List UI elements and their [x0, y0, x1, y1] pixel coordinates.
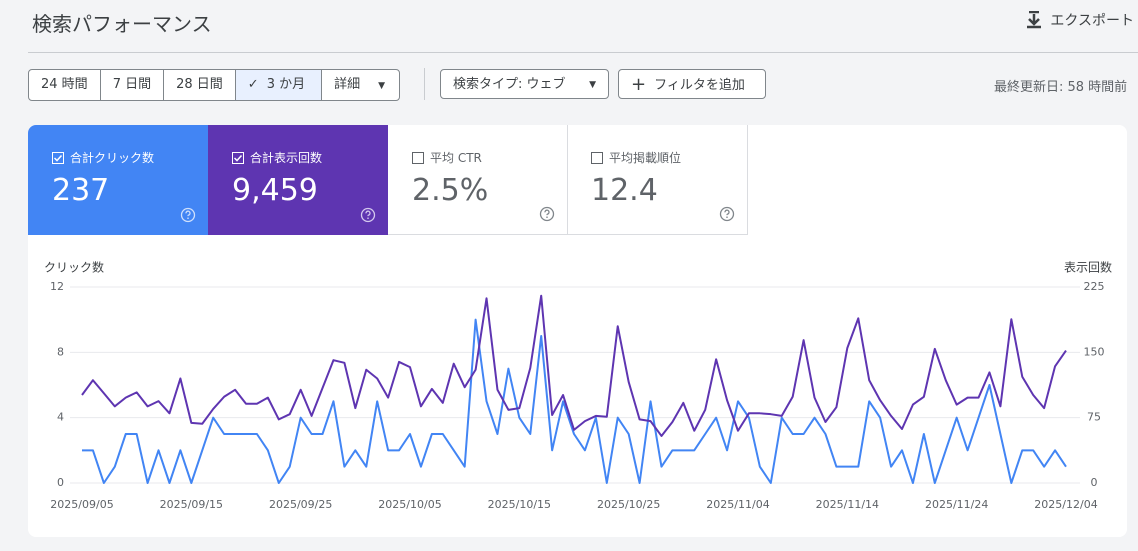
x-tick-label: 2025/10/05	[378, 498, 441, 511]
x-tick-label: 2025/09/25	[269, 498, 332, 511]
metric-value: 237	[52, 173, 110, 208]
range-more[interactable]: 詳細 ▼	[334, 77, 386, 92]
y-tick-label: 0	[57, 476, 64, 489]
series-line	[82, 318, 1067, 484]
y2-tick-label: 150	[1084, 345, 1105, 358]
y2-tick-label: 75	[1087, 411, 1101, 424]
checkbox	[52, 151, 64, 164]
y-axis-title: クリック数	[44, 260, 104, 275]
range-label: 3 か月	[266, 77, 306, 92]
metric-card[interactable]: 合計表示回数 9,459	[208, 125, 388, 235]
divider	[28, 52, 1138, 53]
add-filter-label: フィルタを追加	[654, 78, 745, 93]
range-button[interactable]: 7 日間	[101, 70, 165, 100]
y2-tick-label: 225	[1084, 280, 1105, 293]
metric-label: 平均 CTR	[430, 151, 482, 165]
range-selector: 24 時間 7 日間 28 日間 ✓ 3 か月 詳細 ▼	[28, 69, 401, 101]
add-filter-button[interactable]: + フィルタを追加	[618, 69, 766, 99]
series-line	[81, 294, 1067, 437]
x-tick-label: 2025/09/05	[50, 498, 113, 511]
help-icon	[719, 206, 735, 222]
metric-card[interactable]: 平均掲載順位 12.4	[567, 125, 748, 235]
metric-label: 合計クリック数	[70, 151, 155, 165]
metric-value: 2.5%	[412, 173, 489, 208]
search-type-label: 検索タイプ: ウェブ	[453, 77, 566, 92]
x-tick-label: 2025/10/15	[488, 498, 551, 511]
range-label: 詳細	[334, 77, 361, 92]
y-tick-label: 12	[50, 280, 64, 293]
x-tick-label: 2025/12/04	[1034, 498, 1097, 511]
y2-axis-title: 表示回数	[1064, 260, 1112, 275]
range-button[interactable]: 28 日間	[164, 70, 236, 100]
y-tick-label: 8	[57, 345, 64, 358]
metric-label: 合計表示回数	[250, 151, 323, 165]
x-tick-label: 2025/10/25	[597, 498, 660, 511]
checkbox	[591, 151, 603, 164]
export-button[interactable]: エクスポート	[1026, 10, 1134, 30]
x-tick-label: 2025/09/15	[160, 498, 223, 511]
help-icon	[539, 206, 555, 222]
help-icon	[180, 207, 196, 223]
export-label: エクスポート	[1050, 13, 1134, 29]
y-tick-label: 4	[57, 411, 64, 424]
help-icon	[360, 207, 376, 223]
last-updated: 最終更新日: 58 時間前	[994, 80, 1128, 95]
checkbox	[232, 151, 244, 164]
page-title: 検索パフォーマンス	[32, 12, 212, 36]
download-icon	[1027, 11, 1042, 29]
range-button-selected[interactable]: ✓ 3 か月	[235, 70, 323, 100]
range-button[interactable]: 24 時間	[29, 70, 101, 100]
metric-card[interactable]: 合計クリック数 237	[28, 125, 208, 235]
metric-label: 平均掲載順位	[609, 151, 682, 165]
metric-value: 9,459	[232, 173, 318, 208]
x-tick-label: 2025/11/24	[925, 498, 988, 511]
x-tick-label: 2025/11/14	[816, 498, 879, 511]
metric-card[interactable]: 平均 CTR 2.5%	[388, 125, 568, 235]
x-tick-label: 2025/11/04	[706, 498, 769, 511]
search-type-button[interactable]: 検索タイプ: ウェブ ▼	[440, 69, 609, 99]
separator	[424, 68, 425, 100]
performance-panel: 合計クリック数 237 合計表示回数 9,459 平均 CTR 2.5% 平均掲…	[28, 125, 1127, 537]
y2-tick-label: 0	[1091, 476, 1098, 489]
metric-value: 12.4	[591, 173, 658, 208]
checkbox	[412, 151, 424, 164]
